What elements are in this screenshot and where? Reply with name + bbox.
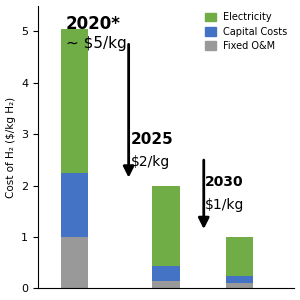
Text: $2/kg: $2/kg: [130, 155, 170, 169]
Text: ~ $5/kg: ~ $5/kg: [66, 36, 127, 51]
Bar: [152, 186, 180, 266]
Y-axis label: Cost of H₂ ($/kg H₂): Cost of H₂ ($/kg H₂): [6, 96, 16, 198]
Bar: [226, 237, 253, 276]
Bar: [152, 281, 180, 288]
Bar: [226, 276, 253, 283]
Bar: [226, 283, 253, 288]
Text: 2030: 2030: [205, 175, 244, 189]
Bar: [61, 237, 88, 288]
Text: $1/kg: $1/kg: [205, 198, 244, 212]
Legend: Electricity, Capital Costs, Fixed O&M: Electricity, Capital Costs, Fixed O&M: [203, 11, 290, 53]
Bar: [61, 29, 88, 173]
Bar: [61, 173, 88, 237]
Bar: [152, 266, 180, 281]
Text: 2020*: 2020*: [66, 15, 121, 33]
Text: 2025: 2025: [130, 132, 173, 147]
